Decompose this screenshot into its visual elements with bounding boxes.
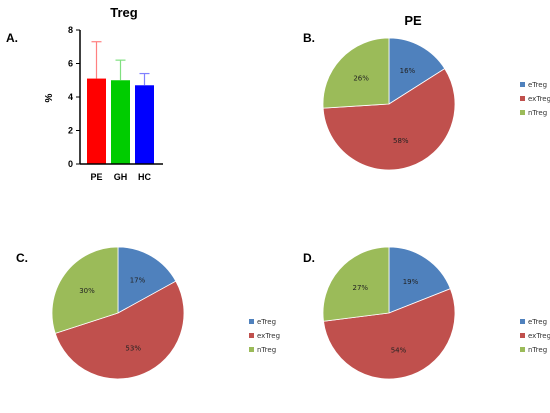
pie-slice-label: 16%: [400, 67, 416, 75]
bar-pe: [87, 78, 106, 164]
pie-b-title: PE: [404, 13, 422, 28]
pie-c: 17% 53% 30%: [51, 246, 185, 380]
pie-c-legend: eTreg exTreg nTreg: [249, 318, 280, 354]
legend-label-ntreg: nTreg: [528, 109, 547, 117]
legend-swatch-extreg: [520, 333, 525, 338]
pie-slice-label: 19%: [403, 278, 419, 286]
pie-slice-etreg: [388, 37, 446, 105]
legend-swatch-etreg: [520, 319, 525, 324]
pie-d-legend: eTreg exTreg nTreg: [520, 318, 550, 354]
pie-slice-extreg: [323, 288, 456, 380]
bar-chart-title: Treg: [110, 5, 138, 20]
bar-y-tick-label: 4: [68, 92, 73, 102]
bar-gh: [111, 80, 130, 164]
pie-slice-etreg: [388, 246, 451, 314]
legend-swatch-ntreg: [249, 347, 254, 352]
pie-d: 19% 54% 27%: [322, 246, 456, 380]
pie-slice-ntreg: [322, 246, 390, 322]
legend-label-ntreg: nTreg: [257, 346, 276, 354]
pie-b: 16% 58% 26%: [322, 37, 456, 171]
bar-y-tick-label: 2: [68, 126, 73, 136]
legend-label-extreg: exTreg: [528, 332, 550, 340]
panel-a-label: A.: [6, 31, 18, 45]
legend-swatch-ntreg: [520, 110, 525, 115]
pie-slice-label: 53%: [125, 345, 141, 353]
pie-slice-label: 58%: [393, 137, 409, 145]
bar-x-tick-label: PE: [90, 172, 102, 182]
panel-d-label: D.: [303, 251, 315, 265]
bar-y-tick-label: 0: [68, 159, 73, 169]
legend-swatch-extreg: [520, 96, 525, 101]
legend-swatch-extreg: [249, 333, 254, 338]
legend-label-etreg: eTreg: [528, 318, 547, 326]
bar-y-ticks: 0 2 4 6 8: [68, 25, 80, 169]
pie-slice-etreg: [117, 246, 177, 314]
pie-slice-extreg: [322, 68, 456, 171]
legend-label-extreg: exTreg: [528, 95, 550, 103]
bar-y-tick-label: 8: [68, 25, 73, 35]
pie-slice-label: 27%: [353, 284, 369, 292]
bar-y-axis-label: %: [44, 93, 55, 102]
legend-label-etreg: eTreg: [528, 81, 547, 89]
pie-slice-label: 54%: [391, 347, 407, 355]
legend-swatch-etreg: [249, 319, 254, 324]
pie-slice-ntreg: [322, 37, 390, 109]
bar-hc: [135, 85, 154, 164]
panel-a-bar-chart: A. Treg % 0 2 4 6 8 PE GH HC: [6, 5, 163, 182]
bar-series: [87, 41, 154, 164]
bar-x-ticks: PE GH HC: [90, 172, 151, 182]
bar-x-tick-label: GH: [114, 172, 128, 182]
pie-slice-extreg: [54, 280, 185, 380]
panel-b-pie-chart: B. PE 16% 58% 26% eTreg exTreg nTreg: [303, 13, 550, 171]
bar-x-tick-label: HC: [138, 172, 151, 182]
legend-swatch-etreg: [520, 82, 525, 87]
pie-slice-label: 17%: [130, 277, 146, 285]
panel-c-label: C.: [16, 251, 28, 265]
legend-label-extreg: exTreg: [257, 332, 280, 340]
pie-slice-label: 30%: [79, 287, 95, 295]
legend-label-etreg: eTreg: [257, 318, 276, 326]
pie-slice-ntreg: [51, 246, 119, 334]
panel-b-label: B.: [303, 31, 315, 45]
bar-y-tick-label: 6: [68, 59, 73, 69]
legend-swatch-ntreg: [520, 347, 525, 352]
pie-b-legend: eTreg exTreg nTreg: [520, 81, 550, 117]
legend-label-ntreg: nTreg: [528, 346, 547, 354]
pie-slice-label: 26%: [353, 74, 369, 82]
